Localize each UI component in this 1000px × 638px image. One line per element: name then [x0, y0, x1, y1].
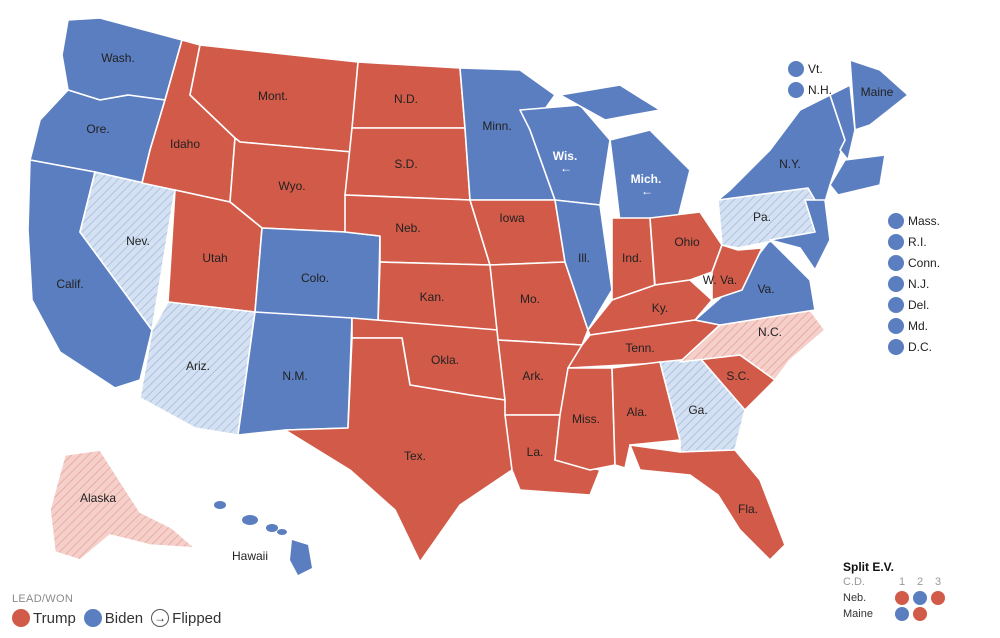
neb-cd2-dot — [913, 591, 927, 605]
label-ga: Ga. — [688, 403, 707, 417]
label-vt: Vt. — [808, 62, 823, 76]
label-conn: Conn. — [908, 256, 940, 270]
dot-nj[interactable] — [888, 276, 904, 292]
split-ev-maine-label: Maine — [843, 608, 873, 620]
label-ind: Ind. — [622, 251, 642, 265]
dot-dc[interactable] — [888, 339, 904, 355]
label-neb: Neb. — [395, 221, 420, 235]
neb-cd1-dot — [895, 591, 909, 605]
trump-swatch-icon — [12, 609, 30, 627]
split-ev-title: Split E.V. — [843, 560, 894, 574]
state-new-england[interactable] — [829, 154, 886, 196]
label-tex: Tex. — [404, 449, 426, 463]
label-del: Del. — [908, 298, 929, 312]
legend-flipped: → Flipped — [151, 609, 221, 627]
label-wva: W. Va. — [703, 273, 737, 287]
label-kan: Kan. — [420, 290, 445, 304]
label-wyo: Wyo. — [278, 179, 305, 193]
label-idaho: Idaho — [170, 137, 200, 151]
split-ev-cd-label: C.D. — [843, 576, 865, 588]
label-ore: Ore. — [86, 122, 109, 136]
dot-nh[interactable] — [788, 82, 804, 98]
label-hawaii: Hawaii — [232, 549, 268, 563]
label-ri: R.I. — [908, 235, 927, 249]
label-calif: Calif. — [56, 277, 83, 291]
label-ny: N.Y. — [779, 157, 801, 171]
state-nj-md[interactable] — [769, 199, 831, 271]
state-fla[interactable] — [629, 444, 786, 561]
label-colo: Colo. — [301, 271, 329, 285]
biden-swatch-icon — [83, 609, 102, 627]
state-hawaii[interactable] — [214, 501, 312, 575]
state-mich-up[interactable] — [559, 84, 661, 121]
label-mich: Mich. — [631, 172, 662, 186]
label-mont: Mont. — [258, 89, 288, 103]
dot-md[interactable] — [888, 318, 904, 334]
state-nc[interactable] — [679, 309, 826, 381]
label-ky: Ky. — [652, 301, 668, 315]
label-md: Md. — [908, 319, 928, 333]
label-wis-flip-arrow: ← — [560, 161, 572, 175]
label-nh: N.H. — [808, 83, 832, 97]
label-iowa: Iowa — [499, 211, 525, 225]
district-1: 1 — [898, 576, 906, 588]
label-ark: Ark. — [522, 369, 543, 383]
maine-cd2-dot — [913, 607, 927, 621]
label-ariz: Ariz. — [186, 359, 210, 373]
label-alaska: Alaska — [80, 491, 116, 505]
label-la: La. — [527, 445, 544, 459]
label-ill: Ill. — [578, 251, 590, 265]
label-fla: Fla. — [738, 502, 758, 516]
label-dc: D.C. — [908, 340, 932, 354]
label-pa: Pa. — [753, 210, 771, 224]
label-miss: Miss. — [572, 412, 600, 426]
state-mo[interactable] — [489, 261, 589, 346]
dot-ri[interactable] — [888, 234, 904, 250]
label-va: Va. — [757, 282, 774, 296]
state-tex[interactable] — [284, 337, 513, 563]
label-nj: N.J. — [908, 277, 929, 291]
label-mass: Mass. — [908, 214, 940, 228]
legend-biden-label: Biden — [104, 609, 144, 627]
split-ev-neb-label: Neb. — [843, 592, 867, 604]
label-mich-flip-arrow: ← — [641, 184, 653, 198]
legend-trump: Trump — [12, 609, 76, 627]
label-minn: Minn. — [482, 119, 511, 133]
label-nd: N.D. — [394, 92, 418, 106]
label-maine: Maine — [861, 85, 894, 99]
label-ala: Ala. — [627, 405, 648, 419]
label-sc: S.C. — [726, 369, 749, 383]
dot-conn[interactable] — [888, 255, 904, 271]
maine-cd1-dot — [895, 607, 909, 621]
dot-vt[interactable] — [788, 61, 804, 77]
label-wash: Wash. — [101, 51, 135, 65]
state-ny[interactable] — [717, 94, 846, 213]
legend-biden: Biden — [83, 609, 144, 627]
legend-title: LEAD/WON — [12, 593, 74, 605]
label-wis: Wis. — [553, 149, 578, 163]
label-ohio: Ohio — [674, 235, 700, 249]
label-okla: Okla. — [431, 353, 459, 367]
label-nm: N.M. — [282, 369, 307, 383]
state-ill[interactable] — [554, 199, 613, 331]
label-sd: S.D. — [394, 157, 417, 171]
dot-mass[interactable] — [888, 213, 904, 229]
label-mo: Mo. — [520, 292, 540, 306]
map-legend: LEAD/WON Trump Biden → Flipped — [12, 593, 229, 627]
label-nc: N.C. — [758, 325, 782, 339]
legend-trump-label: Trump — [33, 609, 76, 627]
district-2: 2 — [916, 576, 924, 588]
district-3: 3 — [934, 576, 942, 588]
legend-flipped-label: Flipped — [172, 609, 222, 627]
label-utah: Utah — [202, 251, 227, 265]
neb-cd3-dot — [931, 591, 945, 605]
dot-del[interactable] — [888, 297, 904, 313]
label-nev: Nev. — [126, 234, 150, 248]
state-alaska[interactable] — [49, 449, 196, 561]
flipped-arrow-icon: → — [151, 609, 170, 627]
label-tenn: Tenn. — [625, 341, 654, 355]
